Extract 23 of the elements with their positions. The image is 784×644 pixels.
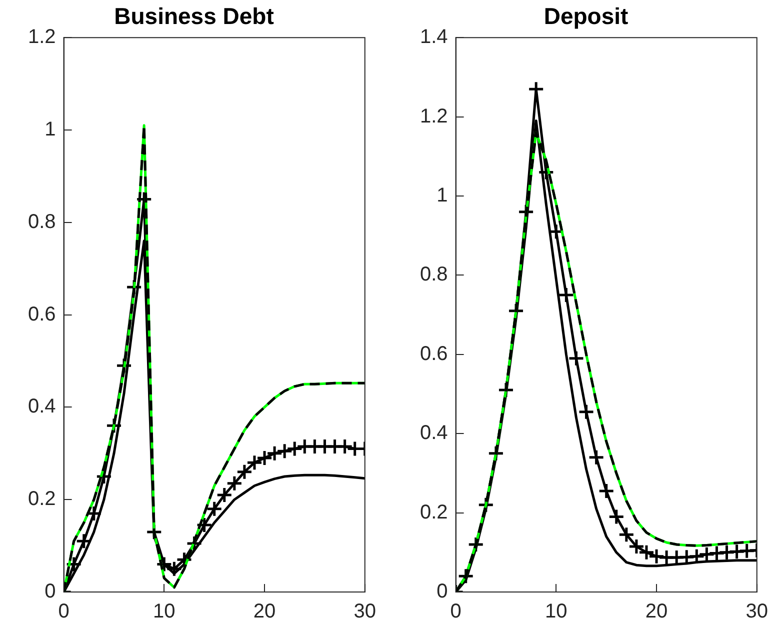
y-tick-label: 0.4: [420, 422, 448, 444]
y-tick-label: 0.2: [28, 488, 56, 510]
x-tick-label: 10: [153, 600, 176, 623]
y-tick-label: 0.6: [420, 342, 448, 365]
y-tick-label: 1.2: [28, 26, 56, 48]
y-tick-label: 1: [44, 118, 56, 141]
y-tick-label: 0.6: [28, 303, 56, 326]
chart-title: Deposit: [544, 3, 629, 30]
y-tick-label: 0.2: [420, 501, 448, 524]
chart-title: Business Debt: [114, 3, 274, 30]
y-tick-label: 0.8: [420, 264, 448, 286]
y-tick-label: 0: [436, 580, 448, 603]
x-tick-label: 10: [545, 600, 568, 623]
y-tick-label: 1: [436, 184, 448, 207]
y-tick-label: 0.4: [28, 396, 56, 418]
y-tick-label: 1.4: [420, 26, 448, 48]
x-tick-label: 20: [253, 600, 276, 623]
y-tick-label: 0.8: [28, 210, 56, 233]
x-tick-label: 30: [746, 600, 768, 623]
x-tick-label: 30: [354, 600, 376, 623]
x-tick-label: 20: [645, 600, 668, 623]
y-tick-label: 0: [44, 580, 56, 603]
y-tick-label: 1.2: [420, 105, 448, 128]
